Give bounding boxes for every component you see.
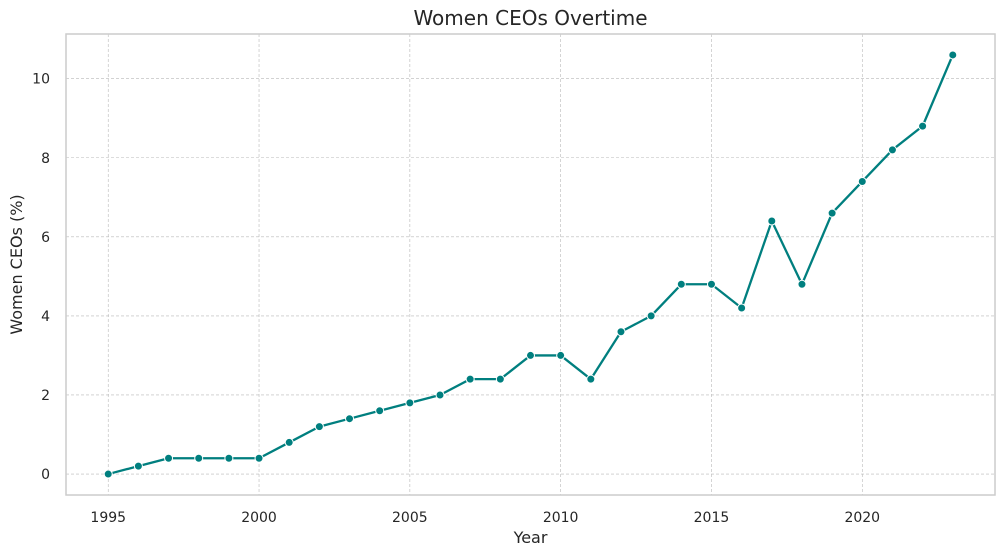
x-tick-label: 1995 (90, 510, 126, 526)
data-point (465, 374, 475, 384)
data-point (646, 311, 656, 321)
data-point (526, 350, 535, 360)
x-axis-ticks: 1995 2000 2005 2010 2015 2020 (90, 510, 880, 526)
data-point (887, 145, 897, 155)
data-point (345, 414, 355, 424)
data-point (435, 390, 445, 400)
data-point (194, 453, 204, 463)
data-point (616, 327, 626, 337)
grid (66, 34, 995, 495)
y-tick-label: 8 (41, 151, 50, 167)
y-axis-label: Women CEOs (%) (7, 194, 26, 334)
y-axis-ticks: 0 2 4 6 8 10 (32, 72, 50, 483)
y-tick-label: 6 (41, 230, 50, 246)
data-point (827, 208, 837, 218)
y-tick-label: 4 (41, 309, 50, 325)
data-point (948, 50, 958, 60)
y-tick-label: 10 (32, 72, 50, 88)
data-point (284, 437, 294, 447)
series-layer (103, 50, 958, 479)
x-tick-label: 2015 (694, 510, 730, 526)
x-axis-label: Year (513, 528, 548, 547)
data-point (375, 406, 385, 416)
x-tick-label: 2020 (844, 510, 880, 526)
series-line (107, 53, 954, 476)
data-point (767, 216, 777, 226)
plot-frame (65, 33, 996, 496)
x-tick-label: 2005 (392, 510, 428, 526)
data-point (797, 279, 807, 289)
data-point (495, 374, 505, 384)
data-point (586, 374, 596, 384)
data-point (556, 350, 566, 360)
data-point (405, 398, 415, 408)
data-point (857, 176, 867, 186)
data-point (224, 453, 234, 463)
data-point (676, 279, 686, 289)
x-tick-label: 2010 (543, 510, 579, 526)
data-point (737, 303, 747, 313)
data-point (164, 453, 174, 463)
data-point (706, 279, 716, 289)
data-point (918, 121, 928, 131)
data-point (314, 422, 324, 432)
data-point (103, 469, 113, 479)
data-point (254, 453, 264, 463)
chart-title: Women CEOs Overtime (413, 6, 647, 30)
data-point (133, 461, 143, 471)
x-tick-label: 2000 (241, 510, 277, 526)
y-tick-label: 0 (41, 467, 50, 483)
y-tick-label: 2 (41, 388, 50, 404)
